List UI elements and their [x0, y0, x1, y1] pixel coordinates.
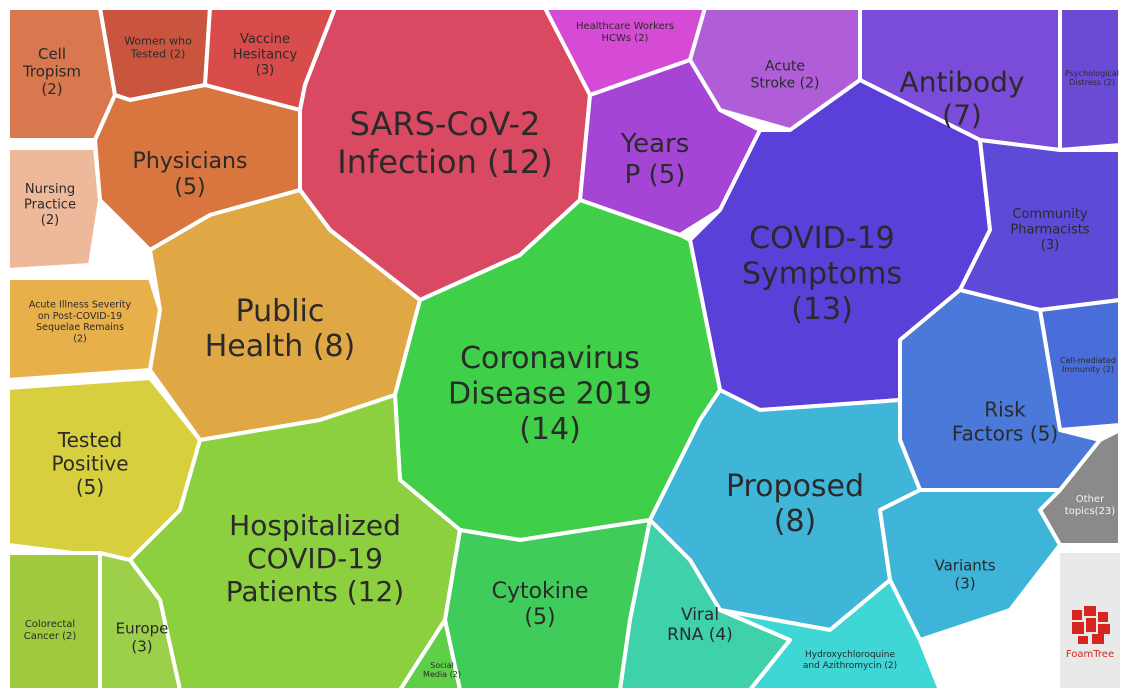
- cell-label: HCWs (2): [602, 33, 649, 44]
- cell-label: Public: [236, 294, 325, 329]
- cell-label: Variants: [934, 557, 995, 575]
- cell-label: Years: [620, 129, 690, 159]
- cell-label: Healthcare Workers: [576, 21, 674, 32]
- cell-label: RNA (4): [667, 625, 733, 645]
- cell-label: Hesitancy: [233, 48, 298, 63]
- cell-label: Cancer (2): [24, 631, 77, 642]
- cell-label: Coronavirus: [460, 341, 640, 376]
- cell-label: Cell-mediated: [1060, 356, 1116, 365]
- cell-label: Colorectal: [25, 619, 75, 630]
- cells: [6, 6, 1122, 692]
- cell-label: (3): [954, 574, 975, 592]
- cell: [1058, 6, 1122, 152]
- cell-label: Antibody: [900, 65, 1025, 98]
- cell-label: (2): [41, 213, 59, 228]
- cell: [98, 551, 182, 692]
- cell-label: Women who: [124, 35, 192, 48]
- cell-label: Tested (2): [130, 47, 186, 60]
- cell-label: Hospitalized: [229, 509, 401, 542]
- cell-label: Community: [1012, 207, 1088, 222]
- cell-label: Risk: [984, 398, 1026, 422]
- cell-label: Factors (5): [952, 421, 1058, 445]
- cell-label: COVID-19: [749, 221, 895, 256]
- logo: FoamTree: [1060, 553, 1120, 688]
- cell-label: on Post-COVID-19: [38, 311, 122, 322]
- cell-label: Nursing: [25, 182, 75, 197]
- cell-label: Pharmacists: [1010, 223, 1089, 238]
- cell-label: Media (2): [423, 670, 461, 679]
- cell-label: Psychological: [1065, 69, 1119, 78]
- cell-label: (3): [256, 63, 274, 78]
- cell-label: Tested: [57, 428, 122, 452]
- cell-label: Health (8): [205, 329, 356, 364]
- cell-label: (5): [76, 475, 104, 499]
- logo-mark: [1072, 606, 1110, 644]
- cell-label: Vaccine: [240, 32, 290, 47]
- cell: [718, 578, 942, 692]
- cell-label: (8): [774, 504, 817, 539]
- cell-label: Tropism: [22, 63, 81, 81]
- cell-label: Europe: [116, 620, 169, 638]
- cell-label: (14): [519, 412, 581, 447]
- cell-label: Acute: [765, 59, 805, 75]
- cell-label: Viral: [681, 605, 719, 625]
- cell-label: Cell: [38, 45, 66, 63]
- cell-label: Distress (2): [1069, 78, 1115, 87]
- cell-label: Acute Illness Severity: [29, 300, 132, 311]
- cell: [398, 618, 462, 692]
- cell-label: Other: [1076, 494, 1105, 505]
- cell-label: (5): [174, 175, 205, 200]
- cell-label: (3): [1041, 238, 1059, 253]
- cell-label: Cytokine: [492, 579, 589, 604]
- cell-label: Social: [430, 661, 454, 670]
- cell-label: Practice: [24, 198, 76, 213]
- cell-label: (2): [41, 80, 62, 98]
- cell-label: Stroke (2): [751, 75, 820, 91]
- cell-label: Sequelae Remains: [36, 322, 124, 333]
- cell-label: (3): [131, 637, 152, 655]
- cell-label: (7): [942, 99, 982, 132]
- cell-label: Immunity (2): [1062, 365, 1114, 374]
- cell-label: SARS-CoV-2: [350, 105, 541, 143]
- cell-label: COVID-19: [247, 542, 383, 575]
- cell-label: (13): [791, 292, 853, 327]
- cell-label: P (5): [625, 160, 686, 190]
- cell-label: (5): [524, 605, 555, 630]
- cell-label: Infection (12): [337, 143, 552, 181]
- cell-label: Physicians: [133, 149, 248, 174]
- cell-label: Proposed: [726, 469, 864, 504]
- cell-label: Disease 2019: [448, 377, 652, 412]
- cell-label: Positive: [51, 452, 128, 476]
- cell-label: Hydroxychloroquine: [805, 650, 895, 660]
- cell-label: (2): [73, 333, 86, 344]
- cell-label: and Azithromycin (2): [803, 661, 897, 671]
- cell: [6, 146, 102, 272]
- logo-text: FoamTree: [1066, 649, 1114, 660]
- cell-label: Symptoms: [742, 257, 902, 292]
- cell-label: topics(23): [1065, 506, 1115, 517]
- cell-label: Patients (12): [226, 575, 404, 608]
